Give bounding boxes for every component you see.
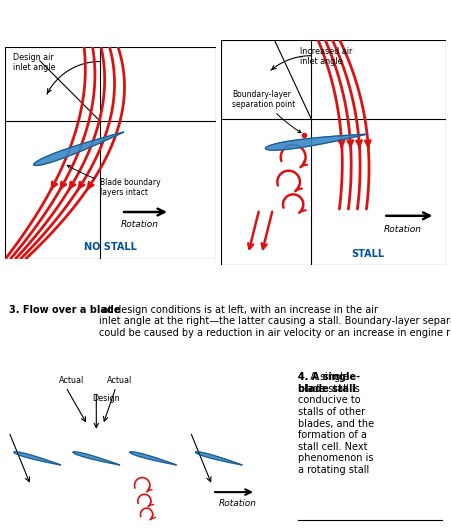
Polygon shape [14,452,60,465]
Text: Rotation: Rotation [383,225,421,234]
Text: 4. A single-
blade stall: 4. A single- blade stall [298,372,360,394]
Text: at design conditions is at left, with an increase in the air
inlet angle at the : at design conditions is at left, with an… [99,305,451,338]
Polygon shape [266,134,366,150]
Text: 4. A single-
blade stall is
conducive to
stalls of other
blades, and the
formati: 4. A single- blade stall is conducive to… [298,372,374,475]
Text: Design: Design [92,393,120,402]
Text: Boundary-layer
separation point: Boundary-layer separation point [232,90,301,133]
Polygon shape [73,452,120,465]
Polygon shape [130,452,176,465]
Text: Blade boundary
layers intact: Blade boundary layers intact [67,165,161,198]
Text: Actual: Actual [107,376,133,384]
Text: NO STALL: NO STALL [84,242,137,252]
Text: Increased air
inlet angle: Increased air inlet angle [300,47,352,66]
Text: Rotation: Rotation [219,499,257,508]
Text: 3. Flow over a blade: 3. Flow over a blade [9,305,120,315]
Text: Actual: Actual [59,376,84,384]
Text: STALL: STALL [351,249,384,259]
Text: Design air
inlet angle: Design air inlet angle [13,53,55,72]
Polygon shape [195,452,242,465]
Text: Rotation: Rotation [121,220,159,229]
Polygon shape [34,132,124,166]
